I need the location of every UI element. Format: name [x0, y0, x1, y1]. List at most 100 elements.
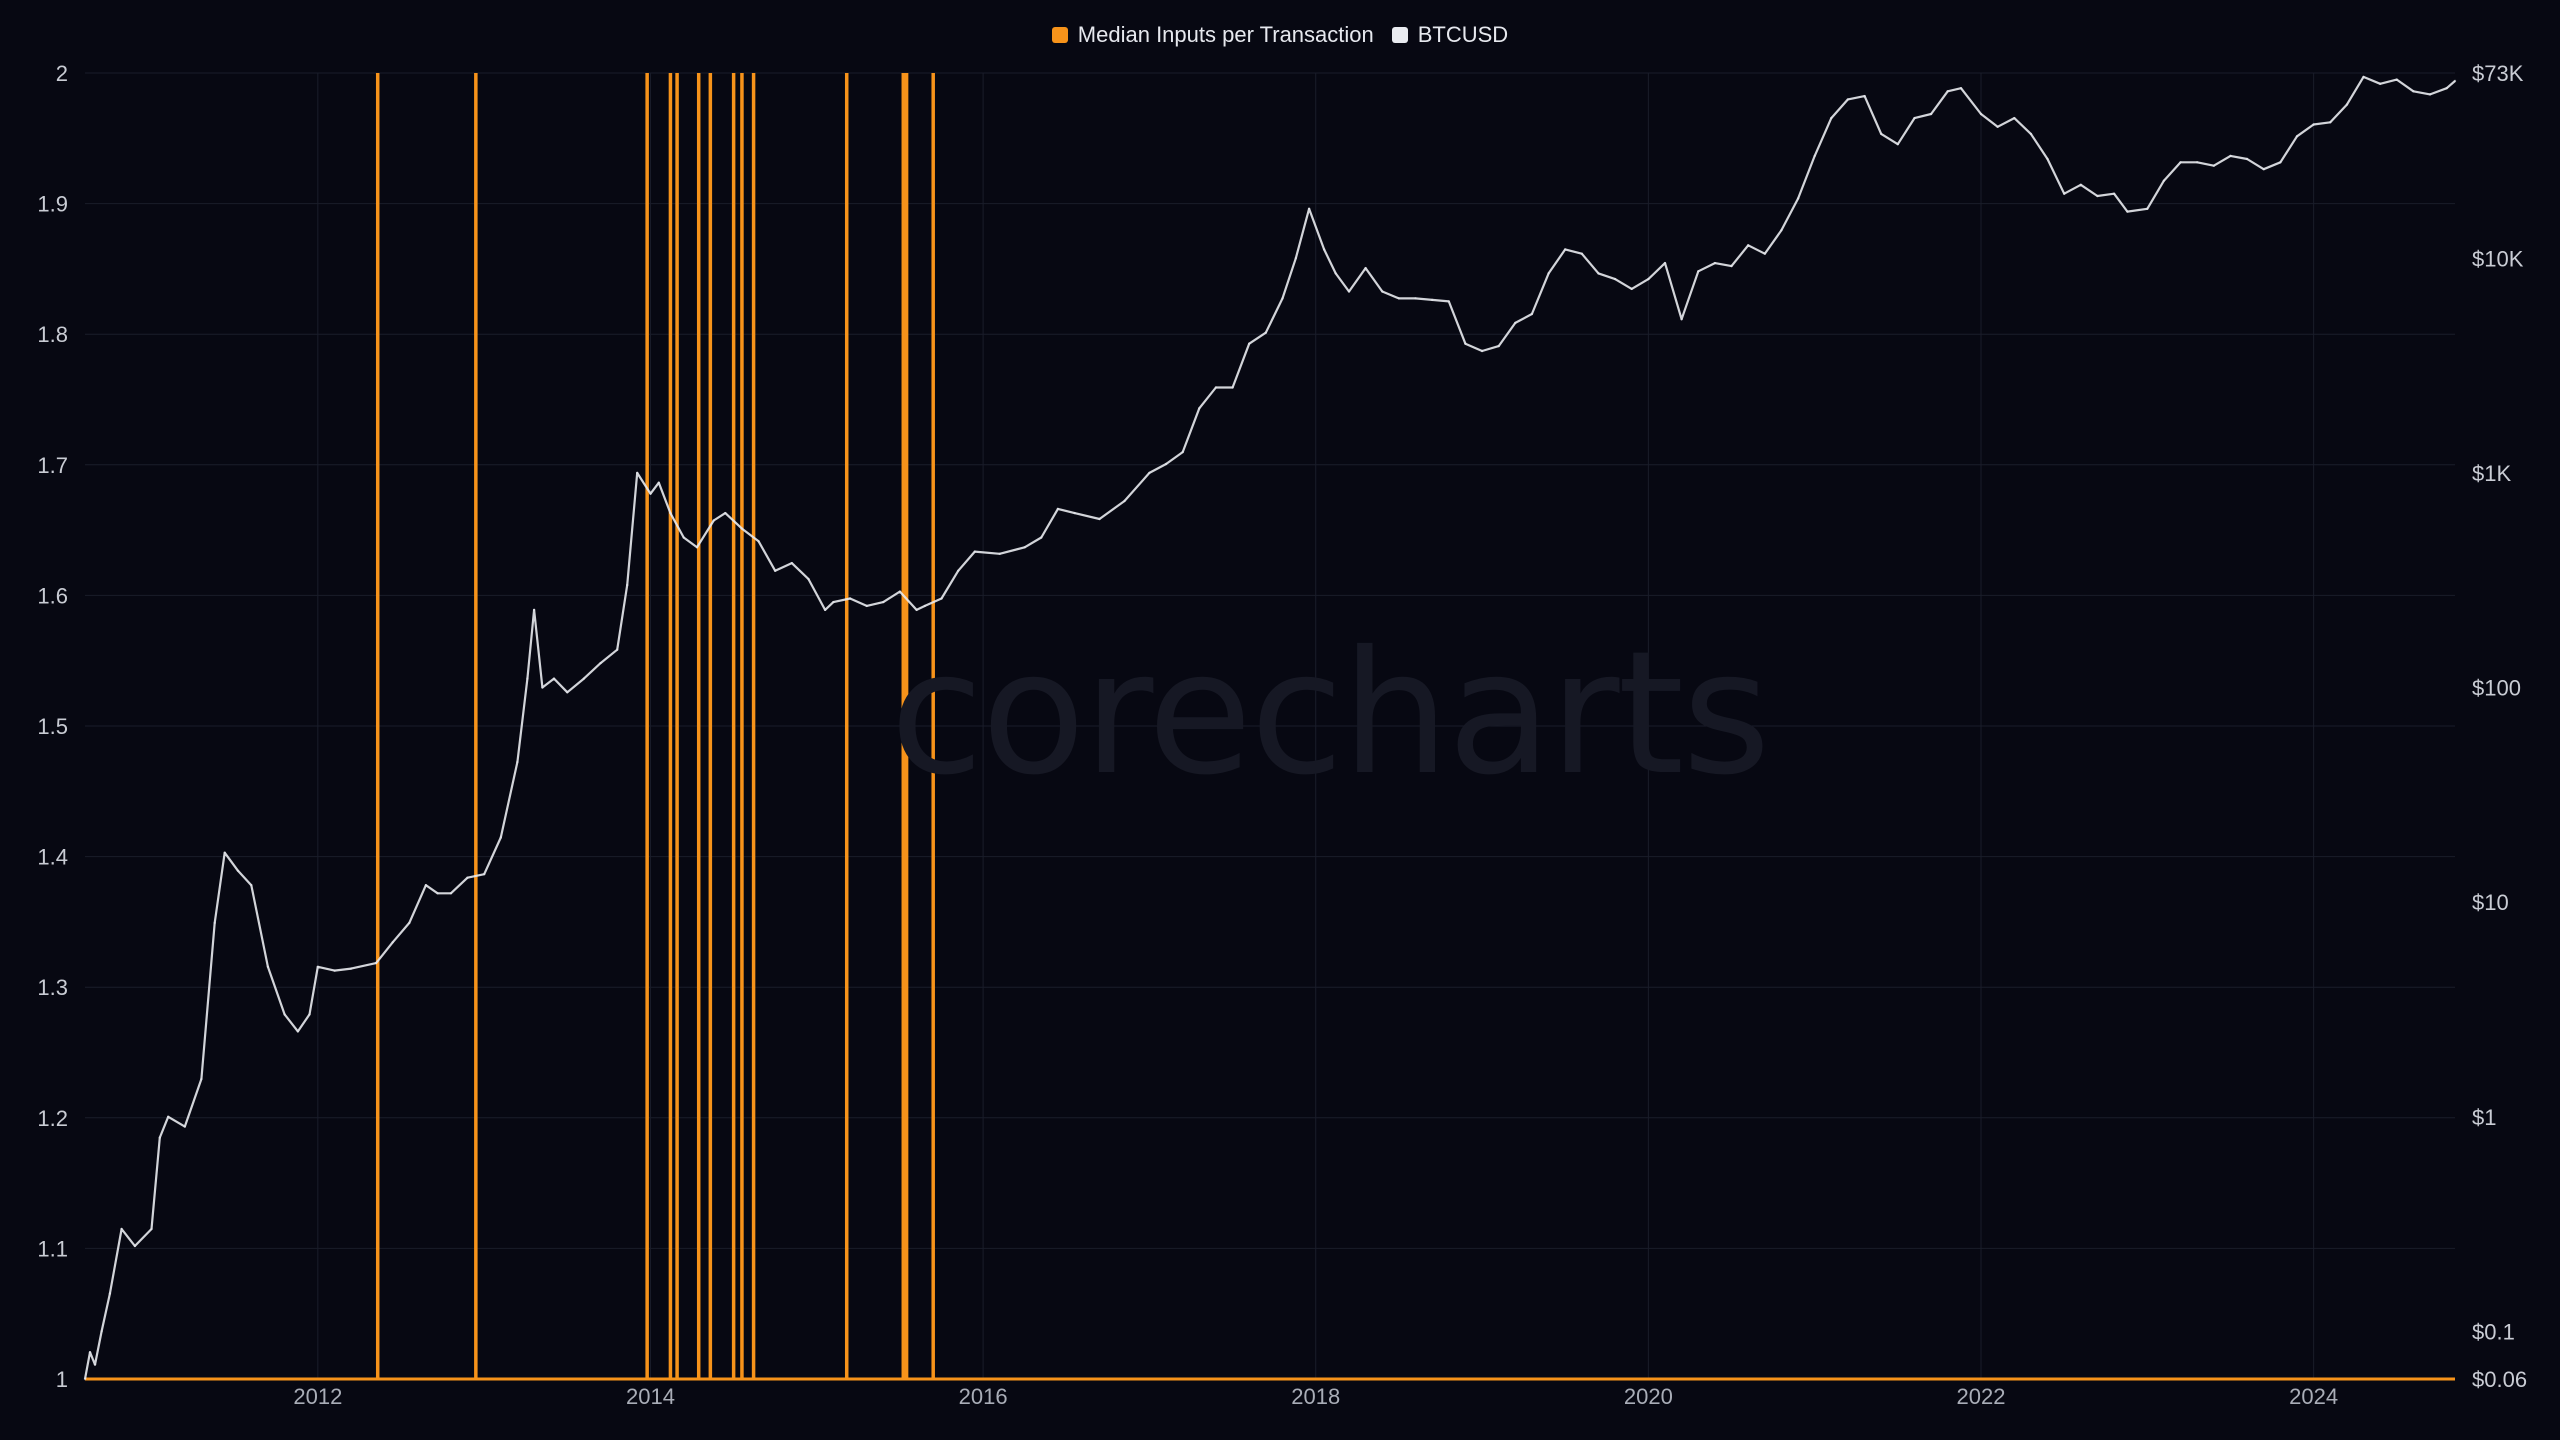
btcusd-point: [200, 1077, 203, 1081]
btcusd-point: [1073, 511, 1076, 515]
btcusd-point: [449, 892, 453, 895]
btcusd-point: [1946, 90, 1949, 93]
btcusd-point: [2063, 192, 2066, 195]
btcusd-point: [832, 600, 835, 604]
btcusd-point: [83, 1377, 87, 1381]
btcusd-point: [1597, 272, 1600, 275]
btcusd-point: [848, 597, 852, 600]
btcusd-point: [2428, 93, 2432, 96]
btcusd-point: [213, 921, 216, 925]
btcusd-point: [940, 597, 943, 600]
btcusd-point: [2029, 132, 2033, 136]
btcusd-point: [167, 1115, 170, 1119]
btcusd-point: [1148, 471, 1151, 475]
legend-swatch-white: [1391, 27, 1408, 43]
legend: Median Inputs per Transaction BTCUSD: [0, 22, 2560, 48]
btcusd-point: [250, 884, 253, 887]
btcusd-line: [83, 75, 2456, 1380]
legend-item-median-inputs[interactable]: Median Inputs per Transaction: [1051, 22, 1374, 48]
btcusd-point: [1098, 517, 1101, 521]
btcusd-point: [391, 941, 394, 944]
btcusd-point: [1913, 116, 1916, 120]
btcusd-point: [1431, 298, 1434, 302]
btcusd-point: [266, 965, 270, 968]
btcusd-point: [2345, 103, 2349, 106]
btcusd-point: [483, 873, 486, 876]
btcusd-point: [1231, 386, 1234, 389]
btcusd-point: [333, 969, 336, 972]
btcusd-point: [1763, 252, 1767, 255]
btcusd-point: [436, 892, 439, 895]
btcusd-point: [2146, 207, 2149, 210]
btcusd-point: [1564, 248, 1567, 251]
btcusd-point: [1663, 261, 1667, 265]
btcusd-point: [1813, 154, 1816, 158]
btcusd-point: [1497, 344, 1500, 348]
btcusd-point: [1181, 450, 1184, 454]
btcusd-point: [1580, 252, 1584, 255]
left-tick-label: 2: [56, 61, 68, 86]
btcusd-point: [790, 561, 793, 565]
left-tick-label: 1.5: [37, 714, 68, 739]
btcusd-point: [1281, 297, 1284, 300]
btcusd-point: [657, 481, 660, 484]
btcusd-point: [316, 965, 319, 968]
btcusd-point: [1647, 277, 1650, 281]
left-tick-label: 1.4: [37, 845, 68, 870]
btcusd-point: [424, 884, 428, 887]
btcusd-point: [296, 1030, 300, 1033]
btcusd-point: [499, 836, 502, 839]
btcusd-point: [1123, 499, 1126, 503]
btcusd-point: [823, 608, 827, 612]
legend-item-btcusd[interactable]: BTCUSD: [1391, 22, 1508, 48]
right-tick-label: $10K: [2472, 246, 2524, 271]
btcusd-point: [93, 1363, 97, 1366]
btcusd-point: [532, 608, 536, 612]
btcusd-point: [516, 760, 519, 764]
btcusd-point: [2362, 75, 2365, 79]
watermark: corecharts: [890, 615, 1771, 813]
btcusd-point: [120, 1227, 123, 1231]
right-tick-label: $0.1: [2472, 1319, 2515, 1344]
btcusd-point: [133, 1244, 137, 1248]
btcusd-point: [2329, 121, 2332, 124]
btcusd-point: [100, 1330, 103, 1333]
btcusd-point: [88, 1351, 92, 1354]
btcusd-point: [882, 600, 885, 604]
btcusd-point: [2412, 90, 2415, 93]
left-tick-label: 1.3: [37, 975, 68, 1000]
btcusd-point: [915, 608, 918, 612]
left-tick-label: 1.9: [37, 192, 68, 217]
btcusd-point: [1613, 277, 1617, 281]
btcusd-point: [1880, 132, 1883, 136]
btcusd-point: [526, 677, 529, 680]
btcusd-point: [1780, 229, 1783, 232]
x-axis: 2012 2014 2016 2018 2020 2022 2024: [293, 1384, 2338, 1409]
right-tick-label: $10: [2472, 890, 2509, 915]
btcusd-point: [2245, 157, 2249, 161]
btcusd-point: [2279, 161, 2282, 164]
legend-swatch-orange: [1051, 27, 1068, 43]
btcusd-point: [1697, 270, 1700, 273]
x-tick-label: 2016: [959, 1384, 1008, 1409]
btcusd-point: [1796, 197, 1800, 200]
btcusd-point: [757, 540, 760, 543]
btcusd-point: [2453, 79, 2457, 83]
btcusd-point: [1730, 264, 1733, 268]
btcusd-point: [150, 1227, 153, 1231]
right-tick-label: $1K: [2472, 461, 2511, 486]
btcusd-point: [108, 1292, 112, 1295]
right-tick-label: $1: [2472, 1105, 2496, 1130]
watermark-word-core: core: [890, 615, 1252, 813]
btcusd-point: [2312, 123, 2315, 126]
btcusd-point: [2445, 87, 2448, 90]
legend-label-median-inputs: Median Inputs per Transaction: [1077, 22, 1374, 47]
btcusd-point: [2046, 157, 2049, 161]
left-tick-label: 1: [56, 1367, 68, 1392]
btcusd-point: [2379, 82, 2382, 86]
btcusd-point: [1929, 112, 1933, 116]
btcusd-point: [599, 661, 602, 665]
right-tick-label: $100: [2472, 676, 2521, 701]
btcusd-point: [2395, 78, 2398, 81]
